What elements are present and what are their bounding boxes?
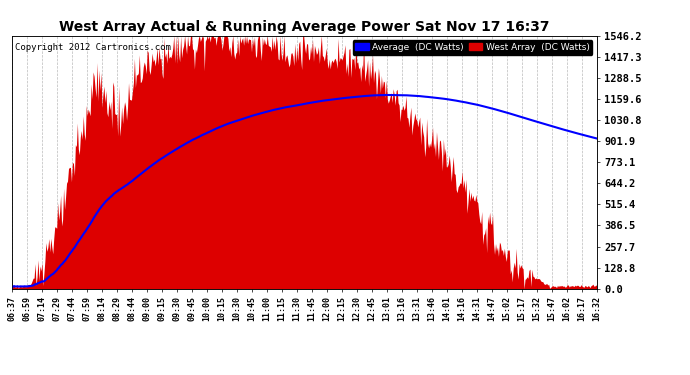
Legend: Average  (DC Watts), West Array  (DC Watts): Average (DC Watts), West Array (DC Watts… — [353, 40, 592, 54]
Title: West Array Actual & Running Average Power Sat Nov 17 16:37: West Array Actual & Running Average Powe… — [59, 21, 550, 34]
Text: Copyright 2012 Cartronics.com: Copyright 2012 Cartronics.com — [15, 43, 171, 52]
